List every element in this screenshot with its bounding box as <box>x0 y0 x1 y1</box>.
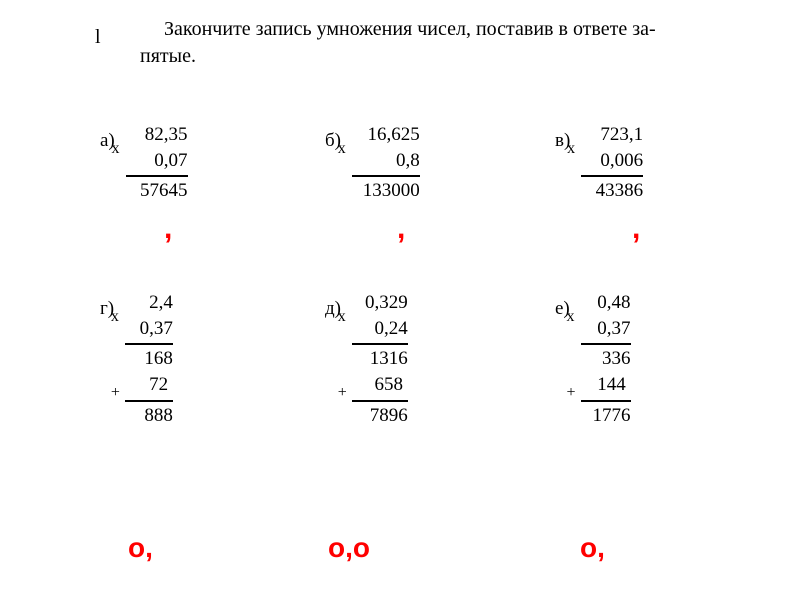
calc-a: х 82,35 0,07 57645 <box>126 122 188 204</box>
calc-e: х 0,48 0,37 336 + 144 1776 <box>581 290 631 428</box>
result: 57645 <box>126 178 188 204</box>
plus-sign: + <box>567 384 576 402</box>
plus-sign: + <box>338 384 347 402</box>
mult-sign: х <box>567 140 575 158</box>
partial1: 1316 <box>352 346 408 372</box>
partial2: 72 <box>125 372 173 398</box>
operand2: 0,006 <box>581 148 643 174</box>
operand2: 0,8 <box>352 148 420 174</box>
problem-e: е) х 0,48 0,37 336 + 144 1776 <box>555 290 631 428</box>
comma-b: , <box>397 214 405 244</box>
comma-v: , <box>632 214 640 244</box>
rule <box>125 343 173 345</box>
operand1: 2,4 <box>125 290 173 316</box>
rule <box>352 175 420 177</box>
result: 888 <box>125 403 173 429</box>
result: 1776 <box>581 403 631 429</box>
problem-v: в) х 723,1 0,006 43386 <box>555 122 643 204</box>
rule2 <box>125 400 173 402</box>
instruction-line2: пятые. <box>140 45 795 68</box>
operand1: 723,1 <box>581 122 643 148</box>
instruction-text: Закончите запись умножения чисел, постав… <box>140 18 795 68</box>
result: 43386 <box>581 178 643 204</box>
side-mark: l <box>95 26 101 49</box>
rule2 <box>581 400 631 402</box>
calc-g: х 2,4 0,37 168 + 72 888 <box>125 290 173 428</box>
operand1: 82,35 <box>126 122 188 148</box>
mult-sign: х <box>111 308 119 326</box>
operand1: 0,48 <box>581 290 631 316</box>
problem-a: а) х 82,35 0,07 57645 <box>100 122 188 204</box>
operand1: 0,329 <box>352 290 408 316</box>
mult-sign: х <box>338 308 346 326</box>
mult-sign: х <box>567 308 575 326</box>
partial1: 168 <box>125 346 173 372</box>
partial2: 658 <box>352 372 408 398</box>
calc-v: х 723,1 0,006 43386 <box>581 122 643 204</box>
rule <box>352 343 408 345</box>
result: 133000 <box>352 178 420 204</box>
operand2: 0,37 <box>581 316 631 342</box>
partial2: 144 <box>581 372 631 398</box>
mult-sign: х <box>112 140 120 158</box>
rule <box>581 343 631 345</box>
operand2: 0,07 <box>126 148 188 174</box>
prefix-e: о, <box>580 534 605 562</box>
rule <box>581 175 643 177</box>
problem-b: б) х 16,625 0,8 133000 <box>325 122 420 204</box>
partial1: 336 <box>581 346 631 372</box>
prefix-g: о, <box>128 534 153 562</box>
rule2 <box>352 400 408 402</box>
mult-sign: х <box>338 140 346 158</box>
calc-d: х 0,329 0,24 1316 + 658 7896 <box>352 290 408 428</box>
result: 7896 <box>352 403 408 429</box>
rule <box>126 175 188 177</box>
operand2: 0,37 <box>125 316 173 342</box>
prefix-d: о,о <box>328 534 370 562</box>
operand2: 0,24 <box>352 316 408 342</box>
problem-g: г) х 2,4 0,37 168 + 72 888 <box>100 290 173 428</box>
plus-sign: + <box>111 384 120 402</box>
problem-d: д) х 0,329 0,24 1316 + 658 7896 <box>325 290 408 428</box>
calc-b: х 16,625 0,8 133000 <box>352 122 420 204</box>
comma-a: , <box>164 214 172 244</box>
operand1: 16,625 <box>352 122 420 148</box>
instruction-line1: Закончите запись умножения чисел, постав… <box>140 18 795 41</box>
